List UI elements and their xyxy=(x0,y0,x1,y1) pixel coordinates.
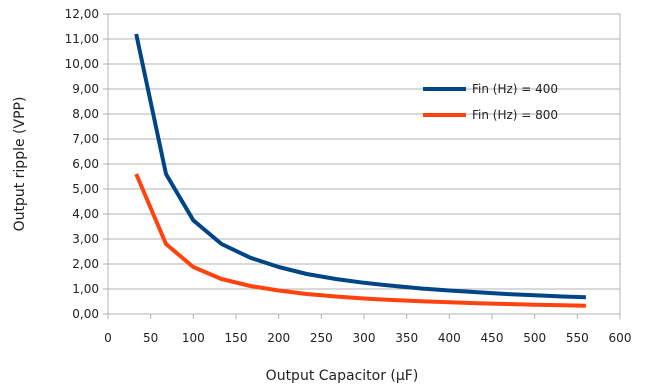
grid xyxy=(108,13,620,315)
x-tick-label: 400 xyxy=(438,331,461,345)
y-tick-label: 9,00 xyxy=(72,82,99,96)
x-tick-label: 200 xyxy=(267,331,290,345)
y-axis-title: Output ripple (VPP) xyxy=(12,97,28,232)
y-tick-label: 6,00 xyxy=(72,157,99,171)
x-tick-label: 150 xyxy=(225,331,248,345)
y-tick-label: 12,00 xyxy=(65,7,99,21)
x-tick-label: 250 xyxy=(310,331,333,345)
y-tick-label: 8,00 xyxy=(72,107,99,121)
legend-label-2: Fin (Hz) = 800 xyxy=(472,108,558,122)
series-lines xyxy=(134,33,586,308)
y-tick-label: 5,00 xyxy=(72,182,99,196)
x-tick-label: 300 xyxy=(353,331,376,345)
x-tick-label: 550 xyxy=(566,331,589,345)
legend: Fin (Hz) = 400 Fin (Hz) = 800 xyxy=(423,82,558,122)
series-line-2 xyxy=(134,173,586,308)
x-axis-title: Output Capacitor (µF) xyxy=(266,368,419,384)
y-tick-label: 4,00 xyxy=(72,207,99,221)
x-tick-label: 50 xyxy=(143,331,158,345)
y-tick-label: 2,00 xyxy=(72,257,99,271)
y-axis-ticks: 0,00 1,00 2,00 3,00 4,00 5,00 6,00 7,00 8,00 9,00… xyxy=(65,7,108,321)
x-tick-label: 500 xyxy=(523,331,546,345)
legend-label-1: Fin (Hz) = 400 xyxy=(472,82,558,96)
x-tick-label: 0 xyxy=(104,331,112,345)
x-tick-label: 100 xyxy=(182,331,205,345)
x-axis-ticks: 0 50 100 150 200 250 300 350 400 450 500 550 600 xyxy=(104,314,631,345)
y-tick-label: 1,00 xyxy=(72,282,99,296)
x-tick-label: 450 xyxy=(481,331,504,345)
series-line-1 xyxy=(134,33,586,300)
x-tick-label: 600 xyxy=(609,331,632,345)
y-tick-label: 3,00 xyxy=(72,232,99,246)
y-tick-label: 10,00 xyxy=(65,57,99,71)
x-tick-label: 350 xyxy=(395,331,418,345)
y-tick-label: 11,00 xyxy=(65,32,99,46)
y-tick-label: 0,00 xyxy=(72,307,99,321)
y-tick-label: 7,00 xyxy=(72,132,99,146)
